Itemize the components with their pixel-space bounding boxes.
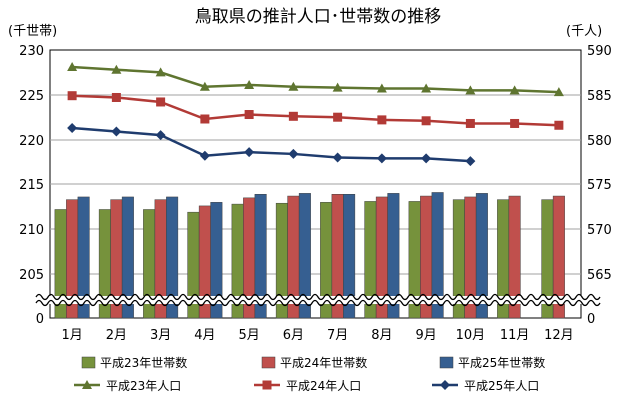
legend-label: 平成23年世帯数 (100, 355, 187, 370)
legend-label: 平成25年人口 (464, 379, 539, 393)
x-tick-label: 3月 (150, 328, 171, 343)
chart-title: 鳥取県の推計人口･世帯数の推移 (195, 7, 442, 27)
line-marker (332, 82, 343, 92)
x-tick-label: 4月 (194, 328, 215, 343)
y-right-tick-label: 590 (587, 44, 612, 59)
line-marker (199, 81, 210, 91)
bar (387, 193, 400, 319)
line-marker (244, 147, 255, 158)
line-marker (199, 150, 210, 161)
line-marker (376, 83, 387, 93)
legend-swatch (439, 356, 454, 369)
line-marker (465, 85, 476, 95)
line-marker (67, 122, 78, 133)
x-tick-label: 1月 (61, 328, 82, 343)
right-axis-unit: (千人) (566, 24, 602, 39)
x-tick-label: 8月 (371, 328, 392, 343)
line-marker (554, 120, 564, 130)
y-left-tick-label: 0 (36, 312, 44, 327)
bar (475, 193, 488, 319)
line-marker (377, 115, 387, 125)
y-left-tick-label: 230 (19, 44, 44, 59)
line-marker (67, 62, 78, 72)
line-marker (82, 380, 92, 389)
bar (508, 195, 521, 319)
legend-swatch (81, 356, 96, 369)
line-marker (156, 97, 166, 107)
line-marker (67, 91, 77, 101)
line-marker (421, 83, 432, 93)
line-marker (440, 380, 450, 390)
tick-labels: 230 225 220 215 210 205 0 590 585 580 575 570 565 0 1月… (19, 44, 612, 343)
y-left-tick-label: 215 (19, 178, 44, 193)
y-right-tick-label: 565 (587, 268, 612, 283)
bar (298, 193, 311, 319)
line-marker (200, 114, 210, 124)
left-axis-unit: (千世帯) (8, 24, 57, 39)
y-right-tick-label: 0 (587, 312, 595, 327)
legend-label: 平成23年人口 (106, 379, 181, 393)
lines (67, 62, 564, 167)
line-marker (465, 156, 476, 167)
x-tick-label: 12月 (544, 328, 574, 343)
bars (54, 192, 565, 319)
line-marker (332, 152, 343, 163)
line-marker (244, 110, 254, 120)
series-line (72, 126, 471, 163)
x-tick-label: 9月 (415, 328, 436, 343)
line-marker (244, 79, 255, 89)
legend-swatch (261, 356, 276, 369)
bar (77, 196, 90, 319)
line-marker (288, 148, 299, 159)
bar (210, 202, 223, 319)
line-marker (111, 92, 121, 102)
legend-label: 平成25年世帯数 (458, 355, 545, 370)
line-marker (155, 130, 166, 141)
bar (431, 192, 444, 319)
line-marker (421, 153, 432, 164)
x-tick-label: 5月 (238, 328, 259, 343)
line-marker (376, 153, 387, 164)
line-marker (262, 380, 272, 390)
x-tick-label: 11月 (500, 328, 530, 343)
x-tick-label: 10月 (456, 328, 486, 343)
bar (552, 195, 565, 319)
series-line (72, 65, 559, 94)
line-marker (111, 126, 122, 137)
x-tick-label: 7月 (327, 328, 348, 343)
line-marker (553, 87, 564, 97)
line-marker (333, 112, 343, 122)
line-marker (510, 118, 520, 128)
y-left-tick-label: 225 (19, 89, 44, 104)
y-right-tick-label: 575 (587, 178, 612, 193)
line-marker (465, 118, 475, 128)
bar (121, 196, 134, 319)
series-line (72, 94, 559, 127)
line-marker (288, 111, 298, 121)
legend-label: 平成24年世帯数 (280, 355, 367, 370)
line-marker (288, 81, 299, 91)
axis-break (35, 293, 601, 307)
legend-label: 平成24年人口 (286, 379, 361, 393)
bar (343, 194, 356, 319)
y-left-tick-label: 220 (19, 134, 44, 149)
axis-break-line (35, 293, 601, 301)
y-left-tick-label: 210 (19, 223, 44, 238)
bar (254, 194, 267, 319)
line-marker (111, 64, 122, 74)
bar (166, 196, 179, 319)
x-tick-label: 6月 (283, 328, 304, 343)
line-marker (509, 85, 520, 95)
line-marker (155, 67, 166, 77)
y-right-tick-label: 585 (587, 89, 612, 104)
axis-break-line (35, 299, 601, 307)
y-right-tick-label: 580 (587, 134, 612, 149)
line-marker (421, 116, 431, 126)
y-left-tick-label: 205 (19, 268, 44, 283)
gridlines (50, 94, 581, 275)
y-right-tick-label: 570 (587, 223, 612, 238)
x-tick-label: 2月 (106, 328, 127, 343)
